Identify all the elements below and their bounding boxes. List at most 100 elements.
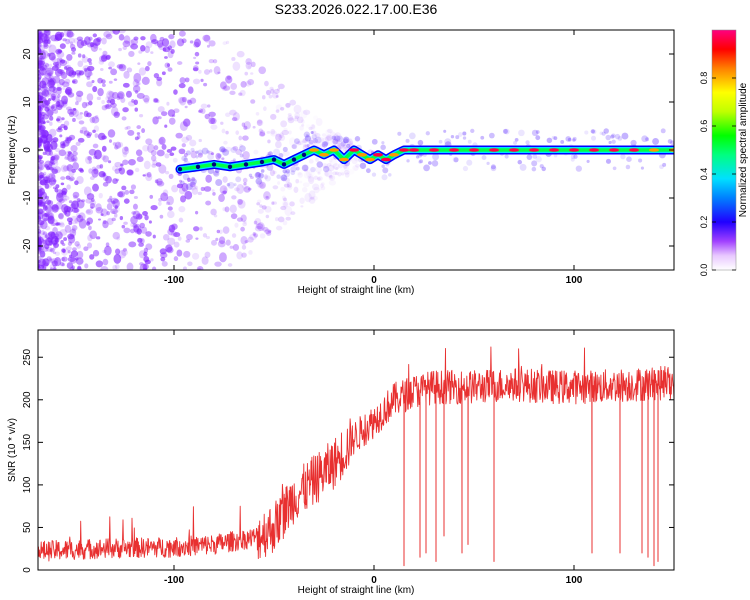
noise-speck [659, 164, 664, 170]
noise-speck [269, 86, 274, 91]
noise-speck [212, 170, 219, 176]
noise-speck [44, 86, 49, 93]
noise-speck [50, 155, 56, 161]
noise-speck [76, 72, 81, 77]
noise-speck [486, 161, 490, 165]
noise-speck [67, 153, 71, 157]
noise-speck [38, 35, 42, 41]
noise-speck [182, 173, 190, 181]
noise-speck [92, 183, 99, 192]
noise-speck [299, 125, 304, 131]
noise-speck [38, 159, 45, 164]
noise-speck [167, 50, 174, 59]
noise-speck [126, 262, 134, 270]
noise-speck [286, 182, 293, 188]
noise-speck [189, 181, 196, 188]
noise-speck [50, 222, 56, 227]
noise-speck [86, 75, 91, 80]
noise-speck [52, 137, 59, 143]
noise-speck [480, 135, 485, 140]
noise-speck [143, 251, 148, 257]
ridge-point [319, 153, 329, 157]
noise-speck [156, 99, 160, 104]
noise-speck [192, 78, 201, 85]
noise-speck [51, 56, 57, 63]
noise-speck [328, 174, 333, 179]
noise-speck [239, 153, 244, 158]
noise-speck [275, 133, 281, 137]
noise-speck [60, 176, 66, 181]
noise-speck [106, 99, 112, 104]
noise-speck [47, 216, 54, 224]
noise-speck [282, 150, 290, 157]
noise-speck [260, 169, 265, 173]
noise-speck [227, 181, 235, 189]
noise-speck [301, 139, 307, 144]
noise-speck [38, 226, 41, 230]
noise-speck [49, 115, 54, 121]
noise-speck [312, 183, 320, 191]
noise-speck [86, 193, 95, 200]
noise-speck [213, 170, 220, 177]
noise-speck [105, 104, 110, 108]
noise-speck [62, 248, 66, 254]
noise-speck [284, 205, 293, 217]
noise-speck [51, 65, 59, 71]
noise-speck [95, 114, 99, 120]
noise-speck [65, 60, 69, 65]
noise-speck [137, 214, 143, 220]
noise-speck [281, 195, 286, 201]
noise-speck [381, 174, 388, 181]
noise-speck [66, 54, 73, 61]
noise-speck [177, 236, 182, 241]
noise-speck [121, 116, 127, 121]
noise-speck [152, 266, 157, 270]
noise-speck [179, 121, 188, 132]
noise-speck [151, 155, 157, 162]
noise-speck [297, 172, 303, 178]
noise-speck [551, 135, 556, 140]
noise-speck [38, 199, 47, 208]
noise-speck [257, 222, 265, 232]
noise-speck [309, 141, 314, 148]
noise-speck [236, 50, 245, 58]
noise-speck [409, 132, 416, 140]
noise-speck [245, 61, 252, 70]
ridge-point [301, 152, 307, 157]
noise-speck [137, 237, 143, 243]
noise-speck [88, 225, 92, 231]
noise-speck [231, 57, 236, 61]
noise-speck [194, 38, 201, 48]
noise-speck [145, 243, 153, 251]
noise-speck [640, 166, 644, 170]
noise-speck [115, 248, 121, 255]
noise-speck [273, 89, 280, 94]
noise-speck [110, 197, 119, 204]
noise-speck [338, 145, 343, 150]
noise-speck [48, 98, 52, 102]
noise-speck [89, 230, 98, 240]
noise-speck [120, 163, 124, 167]
noise-speck [282, 177, 286, 181]
noise-speck [46, 39, 51, 45]
noise-speck [38, 224, 44, 229]
noise-speck [59, 221, 65, 226]
noise-speck [244, 240, 249, 244]
noise-speck [198, 138, 202, 143]
noise-speck [118, 47, 122, 52]
noise-speck [415, 155, 420, 159]
noise-speck [232, 146, 239, 151]
noise-speck [56, 86, 62, 91]
noise-speck [88, 61, 93, 66]
noise-speck [299, 181, 302, 184]
noise-speck [565, 136, 572, 142]
noise-speck [265, 195, 270, 200]
noise-speck [96, 37, 102, 42]
noise-speck [312, 138, 318, 144]
noise-speck [78, 212, 86, 221]
noise-speck [517, 159, 523, 165]
noise-speck [222, 41, 228, 46]
noise-speck [242, 150, 250, 160]
noise-speck [83, 36, 91, 45]
noise-speck [45, 199, 52, 205]
